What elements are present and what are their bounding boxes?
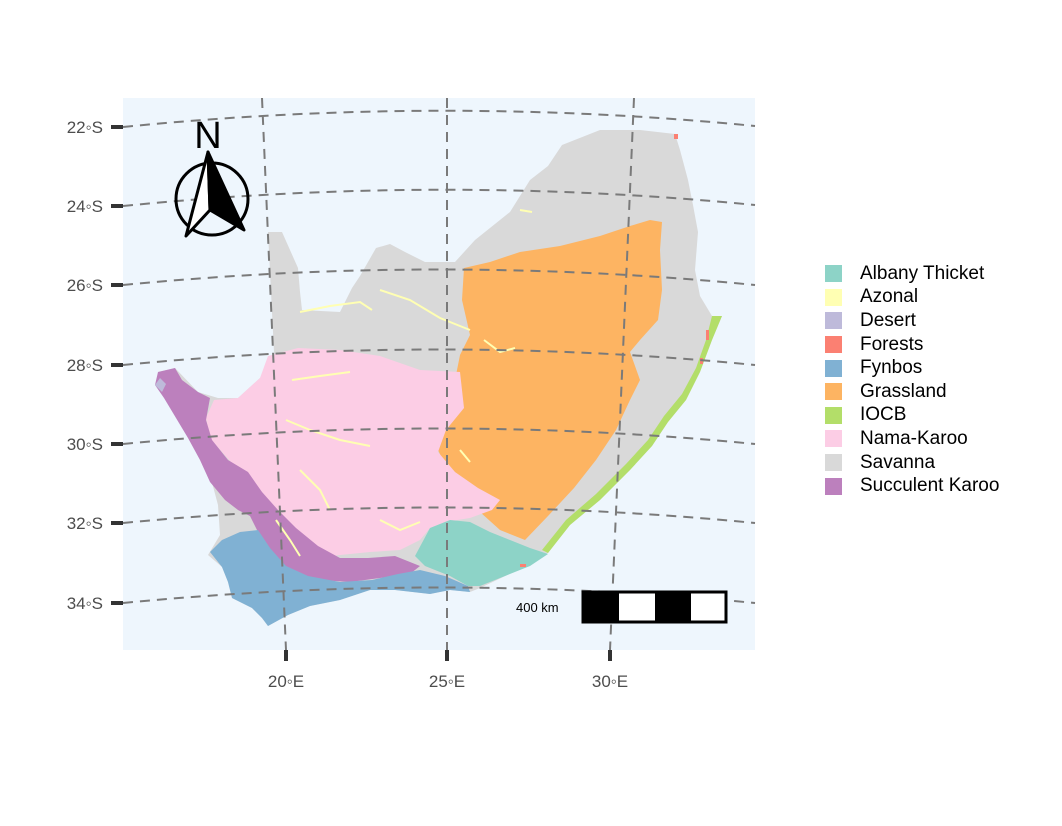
legend-label: Nama-Karoo bbox=[860, 427, 968, 449]
legend-swatch bbox=[824, 453, 843, 473]
biome-regions bbox=[155, 130, 722, 626]
region-albany-thicket bbox=[415, 520, 548, 586]
legend-swatch bbox=[824, 476, 843, 496]
lon-label-30e: 30◦E bbox=[592, 672, 628, 691]
legend: Albany Thicket Azonal Desert Forests Fynbos G… bbox=[824, 262, 999, 498]
graticule-lat-28s bbox=[122, 348, 756, 366]
lon-label-25e: 25◦E bbox=[429, 672, 465, 691]
north-arrow-label: N bbox=[194, 115, 221, 157]
legend-label: Savanna bbox=[860, 451, 936, 473]
region-succulent-karoo bbox=[155, 368, 420, 582]
axis-ticks bbox=[111, 125, 612, 661]
scale-bar: 400 km bbox=[516, 590, 728, 624]
lat-label-26s: 26◦S bbox=[67, 276, 103, 295]
lat-label-32s: 32◦S bbox=[67, 514, 103, 533]
graticule-lat-22s bbox=[122, 109, 756, 128]
lat-label-22s: 22◦S bbox=[67, 118, 103, 137]
legend-item: Forests bbox=[824, 333, 999, 357]
legend-label: Succulent Karoo bbox=[860, 475, 1000, 497]
lat-labels: 22◦S 24◦S 26◦S 28◦S 30◦S 32◦S 34◦S bbox=[67, 118, 103, 613]
graticule-lon-30e bbox=[609, 97, 635, 651]
graticule-lat-30s bbox=[122, 427, 756, 445]
legend-item: Azonal bbox=[824, 286, 999, 310]
legend-label: IOCB bbox=[860, 404, 907, 426]
region-fynbos bbox=[210, 530, 470, 626]
legend-item: IOCB bbox=[824, 404, 999, 428]
legend-label: Albany Thicket bbox=[860, 262, 985, 284]
legend-item: Albany Thicket bbox=[824, 262, 999, 286]
legend-item: Savanna bbox=[824, 451, 999, 475]
graticule-lat-34s bbox=[122, 586, 756, 604]
legend-label: Azonal bbox=[860, 286, 919, 308]
lat-label-34s: 34◦S bbox=[67, 594, 103, 613]
lat-label-28s: 28◦S bbox=[67, 356, 103, 375]
legend-swatch bbox=[824, 264, 843, 284]
scale-bar-label: 400 km bbox=[516, 600, 559, 615]
north-arrow-icon: N bbox=[174, 115, 250, 238]
legend-label: Desert bbox=[860, 309, 916, 331]
lat-label-30s: 30◦S bbox=[67, 435, 103, 454]
legend-swatch bbox=[824, 358, 843, 378]
region-grassland bbox=[438, 220, 662, 540]
legend-label: Forests bbox=[860, 333, 924, 355]
legend-label: Fynbos bbox=[860, 357, 923, 379]
legend-item: Nama-Karoo bbox=[824, 427, 999, 451]
region-azonal bbox=[275, 209, 533, 557]
graticule-lat-26s bbox=[122, 268, 756, 286]
legend-item: Desert bbox=[824, 309, 999, 333]
legend-swatch bbox=[824, 287, 843, 307]
lat-label-24s: 24◦S bbox=[67, 197, 103, 216]
lon-labels: 20◦E 25◦E 30◦E bbox=[268, 672, 628, 691]
region-iocb bbox=[542, 316, 722, 553]
legend-swatch bbox=[824, 405, 843, 425]
graticule-lon-20e bbox=[261, 97, 287, 651]
legend-swatch bbox=[824, 429, 843, 449]
region-desert bbox=[155, 378, 166, 392]
legend-item: Succulent Karoo bbox=[824, 474, 999, 498]
legend-swatch bbox=[824, 335, 843, 355]
region-nama-karoo bbox=[206, 348, 500, 558]
legend-label: Grassland bbox=[860, 380, 947, 402]
graticule-lat-32s bbox=[122, 506, 756, 524]
lon-label-20e: 20◦E bbox=[268, 672, 304, 691]
legend-item: Fynbos bbox=[824, 356, 999, 380]
legend-swatch bbox=[824, 311, 843, 331]
legend-swatch bbox=[824, 382, 843, 402]
legend-item: Grassland bbox=[824, 380, 999, 404]
